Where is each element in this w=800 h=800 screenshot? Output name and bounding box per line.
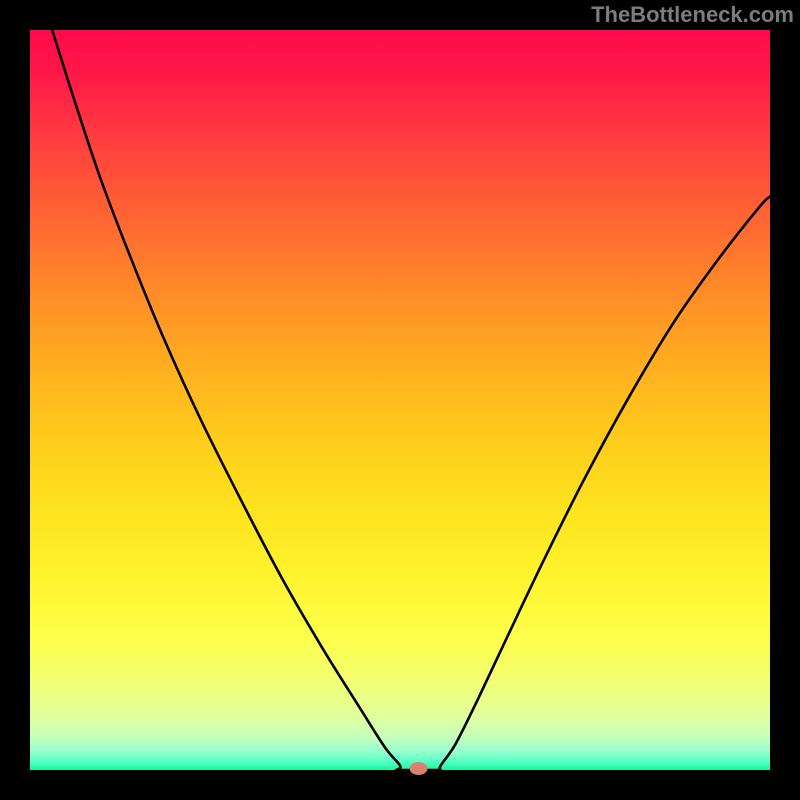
chart-stage: TheBottleneck.com — [0, 0, 800, 800]
bottleneck-chart — [0, 0, 800, 800]
optimal-point-marker — [410, 762, 428, 775]
chart-plot-area — [30, 30, 770, 770]
